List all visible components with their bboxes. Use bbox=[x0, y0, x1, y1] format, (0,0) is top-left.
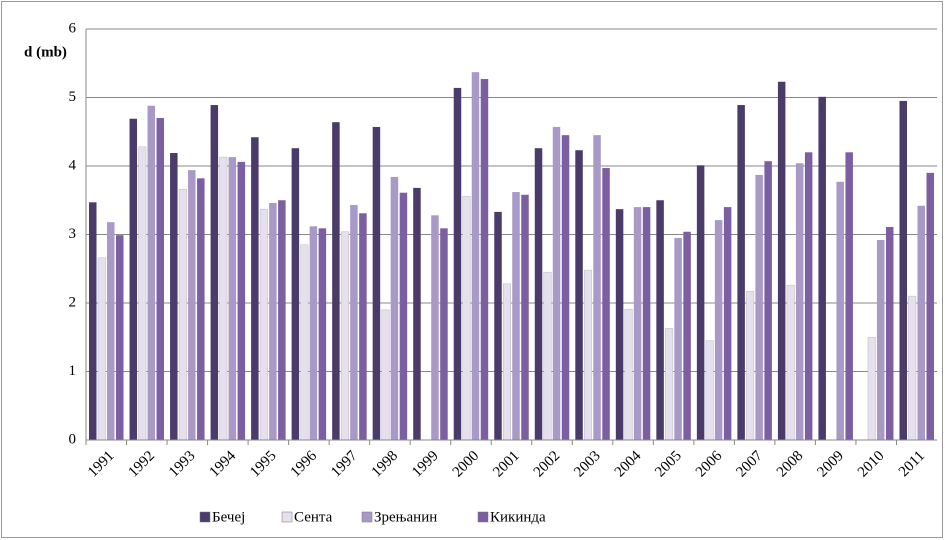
y-tick-label: 6 bbox=[69, 20, 77, 36]
bar bbox=[876, 239, 885, 440]
legend-label: Зрењанин bbox=[374, 509, 437, 525]
bar bbox=[372, 126, 381, 440]
bar bbox=[269, 202, 277, 440]
y-tick-label: 1 bbox=[69, 363, 77, 379]
bar bbox=[804, 152, 813, 441]
bar bbox=[197, 178, 205, 440]
bar bbox=[746, 291, 755, 441]
bar bbox=[340, 231, 349, 441]
bar bbox=[908, 295, 917, 441]
bar bbox=[926, 172, 934, 440]
bar bbox=[845, 152, 853, 441]
bar bbox=[696, 165, 705, 440]
bar bbox=[534, 148, 543, 440]
bar bbox=[899, 100, 907, 441]
bar bbox=[602, 168, 610, 440]
legend-label: Сента bbox=[294, 509, 333, 525]
bar bbox=[521, 194, 529, 440]
bar bbox=[656, 200, 664, 440]
bar bbox=[318, 228, 327, 440]
bar bbox=[818, 96, 826, 440]
bar bbox=[755, 174, 763, 440]
bar bbox=[624, 308, 633, 441]
bar bbox=[219, 156, 228, 441]
bar bbox=[737, 105, 745, 440]
bar bbox=[116, 235, 124, 440]
bar bbox=[228, 157, 237, 440]
bar bbox=[107, 222, 115, 440]
bar bbox=[413, 187, 421, 440]
bar bbox=[593, 135, 601, 441]
bar bbox=[764, 161, 772, 440]
bar bbox=[786, 284, 795, 441]
bar bbox=[188, 170, 196, 441]
bar bbox=[683, 231, 691, 440]
bar bbox=[170, 152, 178, 441]
bar bbox=[512, 192, 520, 440]
bar bbox=[503, 283, 511, 441]
bar bbox=[251, 137, 259, 441]
bar bbox=[665, 328, 674, 441]
bar bbox=[867, 337, 876, 441]
bar bbox=[89, 202, 97, 440]
bar bbox=[561, 135, 570, 441]
bar bbox=[885, 226, 894, 440]
y-axis-label: d (mb) bbox=[24, 44, 67, 60]
bar bbox=[642, 207, 651, 440]
legend-swatch bbox=[477, 511, 489, 523]
bar bbox=[674, 237, 682, 440]
bar bbox=[480, 79, 489, 440]
bar bbox=[291, 148, 300, 440]
y-tick-label: 2 bbox=[69, 294, 77, 310]
bar bbox=[300, 244, 309, 441]
legend-swatch bbox=[281, 511, 293, 523]
legend-label: Кикинда bbox=[490, 509, 546, 525]
bar bbox=[350, 205, 358, 440]
y-tick-label: 5 bbox=[69, 89, 77, 105]
bar bbox=[471, 72, 480, 440]
bar bbox=[431, 215, 439, 440]
bar bbox=[917, 205, 925, 440]
bar bbox=[129, 118, 138, 441]
bar bbox=[237, 161, 246, 440]
bar bbox=[615, 209, 624, 440]
y-tick-label: 0 bbox=[69, 431, 77, 447]
bar bbox=[332, 122, 340, 440]
bar bbox=[584, 269, 593, 441]
bar bbox=[440, 228, 448, 440]
bar bbox=[836, 181, 844, 440]
bar bbox=[494, 211, 502, 440]
bar bbox=[178, 189, 187, 441]
bar bbox=[309, 226, 318, 440]
bar bbox=[399, 192, 408, 440]
legend-swatch bbox=[361, 511, 373, 523]
bar bbox=[795, 163, 804, 440]
bar bbox=[453, 87, 462, 440]
bar bbox=[278, 200, 286, 440]
legend-label: Бечеј bbox=[212, 509, 245, 525]
y-tick-label: 3 bbox=[69, 226, 77, 242]
bar bbox=[390, 176, 399, 440]
bar bbox=[210, 105, 219, 440]
bar bbox=[543, 271, 552, 441]
legend-swatch bbox=[199, 511, 211, 523]
bar bbox=[259, 208, 268, 441]
bar bbox=[138, 146, 147, 441]
y-tick-label: 4 bbox=[69, 157, 77, 173]
bar bbox=[714, 220, 723, 440]
bar bbox=[575, 150, 583, 440]
bar bbox=[381, 309, 390, 441]
bar bbox=[359, 213, 367, 440]
bar bbox=[723, 207, 732, 440]
bar bbox=[97, 257, 106, 441]
bar bbox=[147, 105, 156, 440]
bar bbox=[777, 81, 786, 441]
bar bbox=[552, 126, 561, 440]
bar bbox=[705, 340, 714, 441]
bar bbox=[462, 195, 471, 441]
bar bbox=[156, 118, 165, 441]
bar bbox=[633, 207, 642, 440]
